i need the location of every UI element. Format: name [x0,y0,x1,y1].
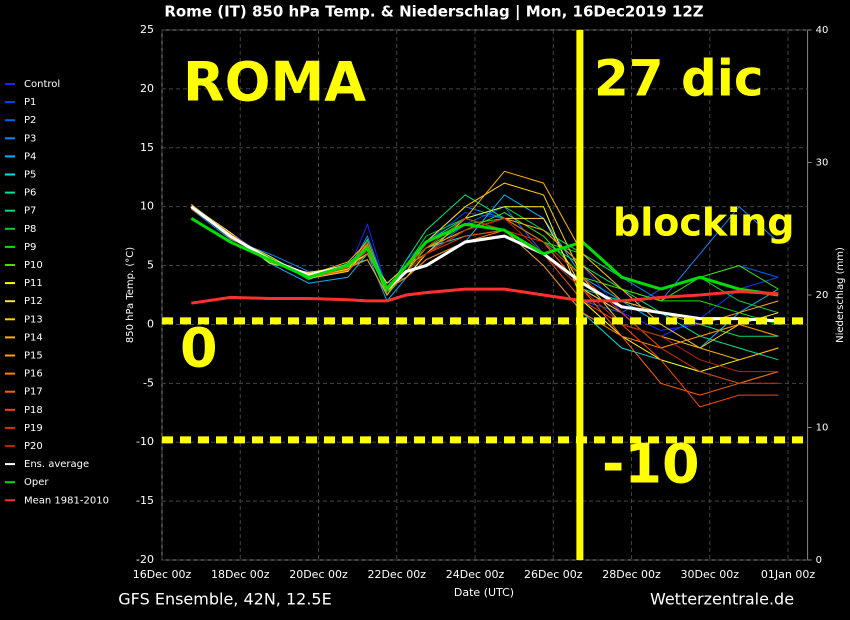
y2-axis-label: Niederschlag (mm) [835,247,846,343]
legend-label: P1 [24,97,36,108]
legend-label: P6 [24,188,36,199]
legend-label: P9 [24,242,36,253]
legend-label: P18 [24,405,43,416]
y-tick-label: -10 [136,435,154,448]
annotation: 27 dic [594,50,764,108]
y2-tick-label: 0 [816,555,822,566]
x-tick-label: 16Dec 00z [133,568,192,581]
y-axis-label: 850 hPa Temp. (°C) [125,247,136,343]
x-tick-label: 18Dec 00z [211,568,270,581]
y2-tick-label: 10 [816,423,829,434]
annotation: ROMA [183,51,366,114]
legend-label: Control [24,79,60,90]
footer-left: GFS Ensemble, 42N, 12.5E [118,590,331,609]
legend-label: P13 [24,314,43,325]
y-tick-label: 15 [140,141,154,154]
legend-label: P15 [24,351,43,362]
legend-label: P19 [24,423,43,434]
legend-label: P5 [24,170,36,181]
legend-label: P14 [24,332,43,343]
legend-label: P2 [24,115,36,126]
legend-label: Oper [24,477,49,488]
x-axis-label: Date (UTC) [454,586,514,599]
legend-label: P12 [24,296,43,307]
y-tick-label: 10 [140,200,154,213]
y2-tick-label: 20 [816,290,829,301]
legend-label: P16 [24,369,43,380]
y2-tick-label: 30 [816,158,829,169]
y-tick-label: 20 [140,82,154,95]
legend-label: P10 [24,260,43,271]
y-tick-label: 5 [147,259,154,272]
series-line [190,217,779,297]
y-tick-label: 25 [140,23,154,36]
series-line [190,205,779,323]
x-tick-label: 20Dec 00z [289,568,348,581]
annotation: blocking [613,201,794,245]
y2-tick-label: 40 [816,25,829,36]
legend-label: P11 [24,278,43,289]
x-tick-label: 30Dec 00z [681,568,740,581]
x-tick-label: 24Dec 00z [446,568,505,581]
chart-title: Rome (IT) 850 hPa Temp. & Niederschlag |… [164,3,703,22]
legend-label: P3 [24,133,36,144]
x-tick-label: 01Jan 00z [761,568,815,581]
y-tick-label: -15 [136,494,154,507]
legend-label: Mean 1981-2010 [24,495,109,506]
annotation: 0 [180,317,218,380]
footer-right: Wetterzentrale.de [650,590,794,609]
legend-label: P17 [24,387,43,398]
y-tick-label: -20 [136,553,154,566]
annotation: -10 [602,433,700,496]
x-tick-label: 22Dec 00z [367,568,426,581]
y-tick-label: 0 [147,317,154,330]
y-tick-label: -5 [143,376,154,389]
x-tick-label: 26Dec 00z [524,568,583,581]
series-line [191,287,779,305]
legend-label: P7 [24,206,36,217]
legend-label: P4 [24,151,36,162]
x-tick-label: 28Dec 00z [602,568,661,581]
legend-label: P8 [24,224,36,235]
legend-label: P20 [24,441,43,452]
legend-label: Ens. average [24,459,89,470]
